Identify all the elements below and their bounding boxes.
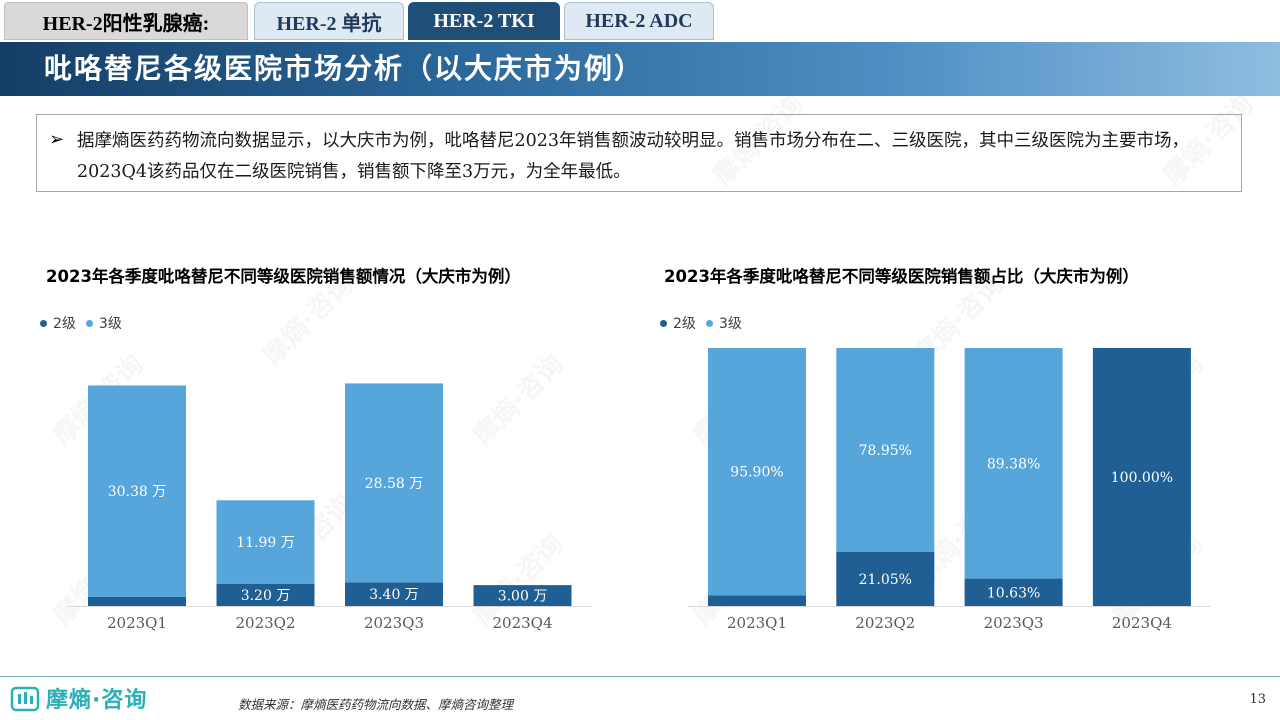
data-label-right-level3-2023q1: 95.90% xyxy=(730,465,783,481)
summary-text: 据摩熵医药药物流向数据显示，以大庆市为例，吡咯替尼2023年销售额波动较明显。销… xyxy=(77,131,1190,182)
data-label-left-level3-2023q1: 30.38 万 xyxy=(108,484,167,500)
logo-text: 摩熵·咨询 xyxy=(46,688,148,713)
x-tick-label-right-2023q4: 2023Q4 xyxy=(1112,614,1172,632)
data-label-left-level3-2023q3: 28.58 万 xyxy=(365,476,424,492)
data-label-right-level2-2023q2: 21.05% xyxy=(859,572,912,588)
summary-box: ➢ 据摩熵医药药物流向数据显示，以大庆市为例，吡咯替尼2023年销售额波动较明显… xyxy=(36,114,1242,192)
data-label-left-level3-2023q2: 11.99 万 xyxy=(236,535,295,551)
bar-left-level2-2023q3 xyxy=(345,582,443,606)
legend-dot-level3 xyxy=(705,319,713,327)
legend-label-level3: 3级 xyxy=(98,316,122,332)
legend-dot-level2 xyxy=(660,319,667,327)
data-source: 数据来源：摩熵医药药物流向数据、摩熵咨询整理 xyxy=(238,697,514,712)
bar-left-level2-2023q4 xyxy=(473,585,572,606)
bullet-arrow-icon: ➢ xyxy=(49,129,65,150)
bar-left-level2-2023q2 xyxy=(216,583,315,606)
legend-dot-level3 xyxy=(85,319,93,327)
bar-left-level3-2023q2 xyxy=(216,500,315,584)
bar-right-level2-2023q3 xyxy=(964,578,1063,606)
bar-right-level3-2023q1 xyxy=(708,348,806,596)
title-banner: 吡咯替尼各级医院市场分析（以大庆市为例） xyxy=(0,42,1280,96)
data-label-right-level3-2023q2: 78.95% xyxy=(859,443,912,459)
page-number: 13 xyxy=(1249,692,1266,707)
legend-label-level2: 2级 xyxy=(673,316,696,332)
tab-bar: HER-2阳性乳腺癌: HER-2 单抗 HER-2 TKI HER-2 ADC xyxy=(0,0,1280,42)
legend-label-level3: 3级 xyxy=(718,316,742,332)
bar-left-level2-2023q1 xyxy=(88,596,186,606)
data-label-left-level2-2023q3: 3.40 万 xyxy=(369,587,419,603)
legend-dot-level2 xyxy=(40,319,47,327)
bar-left-level3-2023q1 xyxy=(88,385,186,597)
data-label-right-level3-2023q3: 89.38% xyxy=(987,456,1040,472)
bar-left-level3-2023q3 xyxy=(345,383,443,583)
data-label-left-level2-2023q4: 3.00 万 xyxy=(498,589,548,605)
legend-label-level2: 2级 xyxy=(53,316,76,332)
bar-right-level3-2023q3 xyxy=(964,347,1063,579)
footer-divider xyxy=(0,676,1280,677)
x-tick-label-left-2023q2: 2023Q2 xyxy=(235,614,295,632)
x-tick-label-right-2023q3: 2023Q3 xyxy=(984,614,1044,632)
tab-her2-positive[interactable]: HER-2阳性乳腺癌: xyxy=(4,2,248,40)
bar-right-level2-2023q4 xyxy=(1092,348,1191,606)
page-title: 吡咯替尼各级医院市场分析（以大庆市为例） xyxy=(44,52,645,85)
data-label-left-level2-2023q2: 3.20 万 xyxy=(241,588,291,604)
bar-right-level2-2023q2 xyxy=(836,551,935,606)
tab-her2-tki[interactable]: HER-2 TKI xyxy=(408,2,560,40)
tab-her2-antibody[interactable]: HER-2 单抗 xyxy=(254,2,404,40)
data-label-right-level2-2023q3: 10.63% xyxy=(987,585,1040,601)
legend-right: 2级 3级 xyxy=(660,313,742,333)
bar-right-level3-2023q2 xyxy=(836,348,935,552)
data-label-right-level2-2023q4: 100.00% xyxy=(1111,470,1173,486)
x-tick-label-right-2023q1: 2023Q1 xyxy=(727,614,787,632)
bar-right-level2-2023q1 xyxy=(708,595,806,606)
chart-title-left: 2023年各季度吡咯替尼不同等级医院销售额情况（大庆市为例） xyxy=(46,267,521,286)
x-tick-label-left-2023q4: 2023Q4 xyxy=(492,614,552,632)
legend-left: 2级 3级 xyxy=(40,313,122,333)
x-tick-label-right-2023q2: 2023Q2 xyxy=(855,614,915,632)
brand-logo: 摩熵·咨询 xyxy=(10,682,147,714)
x-tick-label-left-2023q1: 2023Q1 xyxy=(107,614,167,632)
x-tick-label-left-2023q3: 2023Q3 xyxy=(364,614,424,632)
chart-title-right: 2023年各季度吡咯替尼不同等级医院销售额占比（大庆市为例） xyxy=(664,267,1139,286)
tab-her2-adc[interactable]: HER-2 ADC xyxy=(564,2,714,40)
logo-icon xyxy=(10,686,40,712)
